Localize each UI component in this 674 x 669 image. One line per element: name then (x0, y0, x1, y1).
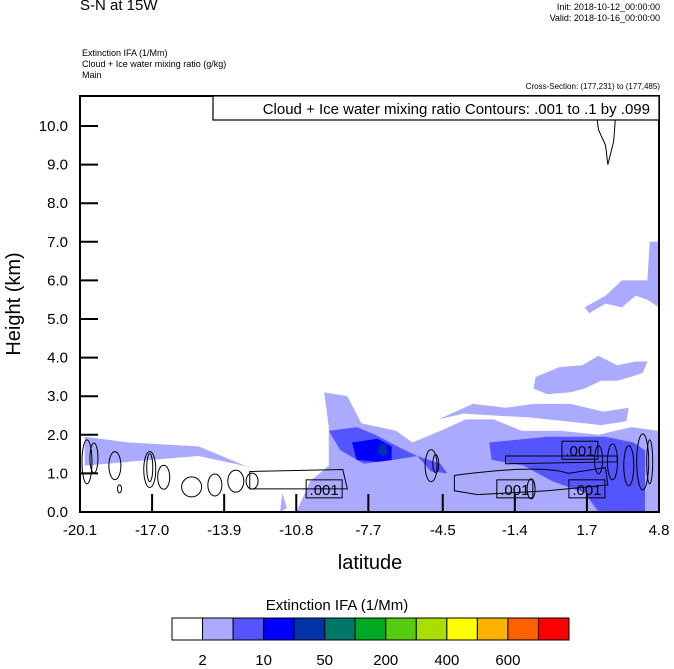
y-tick-label: 7.0 (47, 234, 68, 251)
colorbar-swatch (415, 617, 448, 641)
colorbar-swatch (293, 617, 326, 641)
colorbar-label: 50 (316, 652, 334, 669)
colorbar-swatch (446, 617, 478, 641)
mixing-ratio-contours (81, 95, 654, 500)
colorbar-swatch (232, 617, 265, 641)
colorbar-swatch (324, 617, 356, 641)
contour-line (594, 445, 604, 475)
svg-text:.001: .001 (572, 482, 601, 499)
colorbar-swatch (385, 617, 417, 641)
y-tick-label: 2.0 (47, 427, 68, 444)
x-tick-label: -17.0 (135, 522, 169, 539)
contour-info-box: Cloud + Ice water mixing ratio Contours:… (212, 95, 660, 121)
colorbar-swatch (263, 617, 295, 641)
svg-text:.001: .001 (565, 443, 594, 460)
contour-line (593, 95, 618, 165)
x-tick-label: 4.8 (649, 522, 670, 539)
y-axis: 0.0 1.0 2.0 3.0 4.0 5.0 6.0 7.0 8.0 9.0 10.0 (39, 118, 98, 521)
contour-line (207, 473, 223, 497)
contour-line (227, 469, 245, 493)
contour-line (646, 439, 654, 485)
time-info: Init: 2018-10-12_00:00:00 Valid: 2018-10… (550, 2, 660, 24)
y-tick-label: 0.0 (47, 504, 68, 521)
colorbar-label: 400 (434, 652, 460, 669)
field-line-main: Main (82, 70, 102, 80)
contour-line (157, 464, 171, 490)
colorbar-swatch (476, 617, 509, 641)
colorbar-label: 600 (495, 652, 521, 669)
contour-line (526, 478, 536, 500)
shaded-region-level-1 (84, 436, 262, 470)
colorbar-swatch (171, 617, 204, 641)
colorbar-title: Extinction IFA (1/Mm) (265, 597, 409, 614)
shaded-region-level-1 (533, 355, 648, 395)
contour-info-text: Cloud + Ice water mixing ratio Contours:… (263, 101, 650, 118)
y-tick-label: 5.0 (47, 311, 68, 328)
cross-section-info: Cross-Section: (177,231) to (177,485) (525, 82, 660, 91)
contour-line (249, 469, 349, 490)
x-tick-label: -7.7 (355, 522, 381, 539)
contour-line (636, 433, 650, 491)
x-tick-label: 1.7 (576, 522, 597, 539)
colorbar-label: 10 (255, 652, 272, 669)
contour-line (81, 439, 93, 485)
contour-label: .001 (305, 479, 343, 499)
contour-line (143, 451, 157, 489)
y-tick-label: 1.0 (47, 465, 68, 482)
contour-line (146, 453, 154, 483)
x-axis-label: latitude (338, 552, 403, 574)
svg-text:.001: .001 (310, 482, 339, 499)
contour-line (245, 472, 259, 490)
shaded-region-level-1 (280, 492, 287, 512)
colorbar (171, 617, 570, 641)
colorbar-swatch (354, 617, 387, 641)
x-axis: -20.1 -17.0 -13.9 -10.8 -7.7 -4.5 -1.4 1.7 4.8 (63, 494, 670, 539)
field-line-extinction: Extinction IFA (1/Mm) (82, 48, 168, 58)
colorbar-label: 2 (198, 652, 207, 669)
x-tick-label: -13.9 (207, 522, 241, 539)
contour-line (432, 454, 440, 474)
contour-line (424, 449, 438, 483)
contour-label: .001 (561, 440, 599, 460)
colorbar-swatch (537, 617, 570, 641)
x-tick-label: -4.5 (430, 522, 456, 539)
contour-line (623, 445, 635, 487)
shaded-region-level-1 (438, 403, 629, 426)
colorbar-swatch (507, 617, 539, 641)
plot-title: S-N at 15W (80, 0, 158, 14)
x-tick-label: -20.1 (63, 522, 97, 539)
y-tick-label: 10.0 (39, 118, 68, 135)
contour-line (117, 484, 123, 494)
extinction-shading (84, 241, 659, 512)
contour-line (108, 451, 122, 481)
contour-line (181, 476, 203, 498)
contour-line (453, 467, 609, 496)
x-tick-label: -1.4 (502, 522, 528, 539)
y-tick-label: 4.0 (47, 350, 68, 367)
field-line-mixing-ratio: Cloud + Ice water mixing ratio (g/kg) (82, 59, 227, 69)
x-tick-label: -10.8 (279, 522, 313, 539)
shaded-region-level-1 (584, 241, 659, 314)
shaded-region-level-2 (489, 436, 645, 512)
y-tick-label: 9.0 (47, 157, 68, 174)
contour-labels: .001 .001 .001 .001 (305, 440, 606, 499)
svg-text:.001: .001 (500, 482, 529, 499)
y-tick-label: 3.0 (47, 388, 68, 405)
colorbar-label: 200 (373, 652, 399, 669)
contour-line (505, 455, 618, 465)
shaded-region-level-4 (377, 444, 389, 456)
y-axis-label: Height (km) (3, 252, 25, 355)
y-tick-label: 8.0 (47, 195, 68, 212)
field-descriptions: Extinction IFA (1/Mm) Cloud + Ice water … (82, 48, 226, 81)
colorbar-swatch (202, 617, 234, 641)
y-tick-label: 6.0 (47, 272, 68, 289)
init-time: Init: 2018-10-12_00:00:00 (556, 2, 660, 12)
valid-time: Valid: 2018-10-16_00:00:00 (549, 13, 660, 23)
